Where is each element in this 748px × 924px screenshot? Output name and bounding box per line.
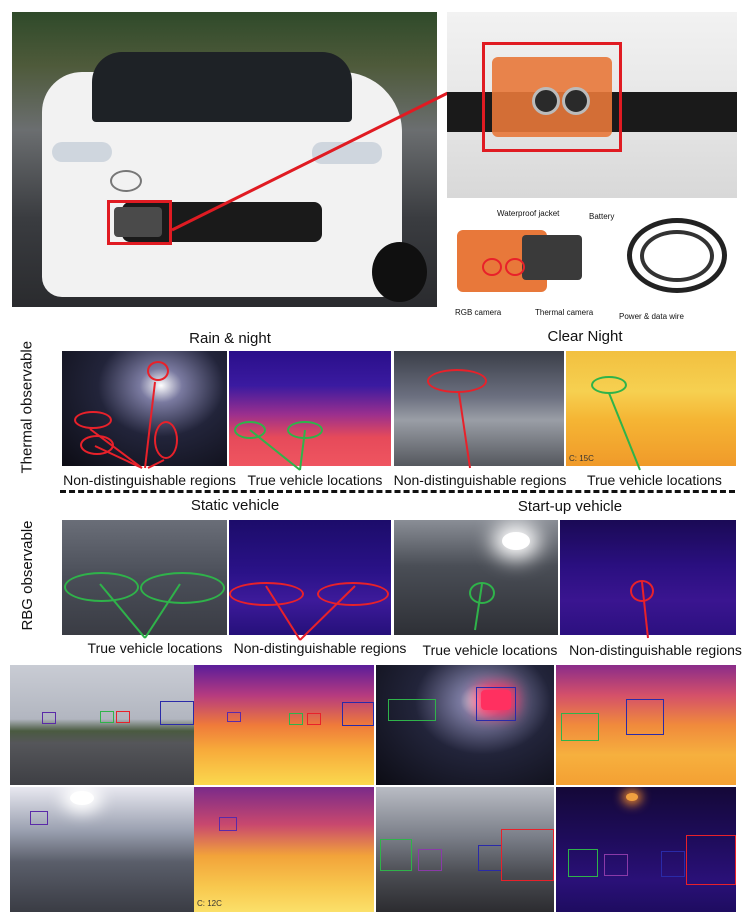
ceiling-glow (626, 793, 638, 801)
static-vehicle-rgb (62, 520, 227, 635)
bbox-purple (42, 712, 56, 724)
label-thermal-camera: Thermal camera (535, 308, 594, 317)
marker-ellipse (64, 572, 139, 602)
marker-ellipse (80, 435, 114, 455)
clear-night-rgb (394, 351, 564, 466)
car-logo (110, 170, 142, 192)
wire-coil (627, 218, 727, 293)
caption-thermal-4: True vehicle locations (587, 472, 722, 488)
bbox-purple (604, 854, 628, 876)
rain-night-thermal (229, 351, 391, 466)
bbox-red (307, 713, 321, 725)
rain-night-rgb (62, 351, 227, 466)
caption-thermal-2: True vehicle locations (247, 472, 383, 488)
vehicle-lights (481, 690, 511, 710)
bottom-day-rgb (10, 665, 194, 785)
car-photo (12, 12, 437, 307)
header-static-vehicle: Static vehicle (190, 497, 280, 514)
marker-ellipse (469, 582, 495, 604)
zoom-arrow (171, 75, 484, 232)
bbox-green (100, 711, 114, 723)
headlight-left (52, 142, 112, 162)
bbox-purple (219, 817, 237, 831)
headlight-right (312, 142, 382, 164)
caption-rgb-3: True vehicle locations (422, 642, 558, 658)
header-startup-vehicle: Start-up vehicle (517, 498, 623, 515)
marker-ellipse (630, 580, 654, 602)
marker-ellipse (427, 369, 487, 393)
header-clear-night: Clear Night (547, 328, 623, 345)
thermal-pointer-lines (89, 381, 641, 471)
bbox-green (561, 713, 599, 741)
thermal-lens-marker (505, 258, 525, 276)
bbox-green (388, 699, 436, 721)
marker-ellipse (140, 572, 225, 604)
caption-rgb-1: True vehicle locations (87, 640, 223, 656)
bbox-green (289, 713, 303, 725)
marker-ellipse (234, 421, 266, 439)
bbox-green (568, 849, 598, 877)
equipment-battery (522, 235, 582, 280)
bbox-red (116, 711, 130, 723)
startup-vehicle-thermal (560, 520, 736, 635)
label-rgb-camera: RGB camera (455, 308, 502, 317)
bottom-night-thermal (556, 665, 736, 785)
bbox-purple (227, 712, 241, 722)
marker-ellipse (147, 361, 169, 381)
section-divider (60, 490, 735, 493)
marker-ellipse (74, 411, 112, 429)
bbox-purple (418, 849, 442, 871)
temp-readout: C: 15C (569, 454, 594, 463)
car-windshield (92, 52, 352, 122)
lens-left (532, 87, 560, 115)
bbox-blue (342, 702, 374, 726)
bbox-blue (626, 699, 664, 735)
header-rain-night: Rain & night (189, 330, 271, 347)
bbox-red (686, 835, 736, 885)
bottom-garage-rgb (376, 787, 554, 912)
marker-ellipse (317, 582, 389, 606)
bottom-garage-thermal (556, 787, 736, 912)
label-battery: Battery (589, 212, 615, 221)
bbox-blue (478, 845, 502, 871)
caption-rgb-2: Non-distinguishable regions (233, 640, 407, 656)
ceiling-light (502, 532, 530, 550)
bottom-day-thermal (194, 665, 374, 785)
label-waterproof-jacket: Waterproof jacket (497, 209, 560, 218)
bottom-night-rgb (376, 665, 554, 785)
bottom-road-thermal: C: 12C (194, 787, 374, 912)
wheel (372, 242, 427, 302)
marker-ellipse (154, 421, 178, 459)
bbox-blue (661, 851, 685, 877)
closeup-highlight-box (482, 42, 622, 152)
bbox-blue (160, 701, 194, 725)
bbox-purple (30, 811, 48, 825)
lens-right (562, 87, 590, 115)
static-vehicle-thermal (229, 520, 391, 635)
startup-vehicle-rgb (394, 520, 558, 635)
closeup-photo (447, 12, 737, 198)
road-light (70, 791, 94, 805)
camera-rig (114, 207, 162, 237)
equipment-photo: Waterproof jacket Battery RGB camera The… (447, 200, 737, 320)
caption-thermal-1: Non-distinguishable regions (63, 472, 236, 488)
camera-highlight-box (107, 200, 172, 245)
bottom-road-rgb (10, 787, 194, 912)
rgb-pointer-lines (99, 581, 649, 641)
bbox-green (380, 839, 412, 871)
bbox-red (501, 829, 554, 881)
bbox-blue (476, 687, 516, 721)
caption-rgb-4: Non-distinguishable regions (569, 642, 742, 658)
clear-night-thermal: C: 15C (566, 351, 736, 466)
wire-coil-inner (640, 230, 714, 282)
temp-readout: C: 12C (197, 899, 222, 908)
marker-ellipse (229, 582, 304, 606)
rgb-lens-marker (482, 258, 502, 276)
label-power-data-wire: Power & data wire (619, 312, 684, 320)
caption-thermal-3: Non-distinguishable regions (393, 472, 567, 488)
